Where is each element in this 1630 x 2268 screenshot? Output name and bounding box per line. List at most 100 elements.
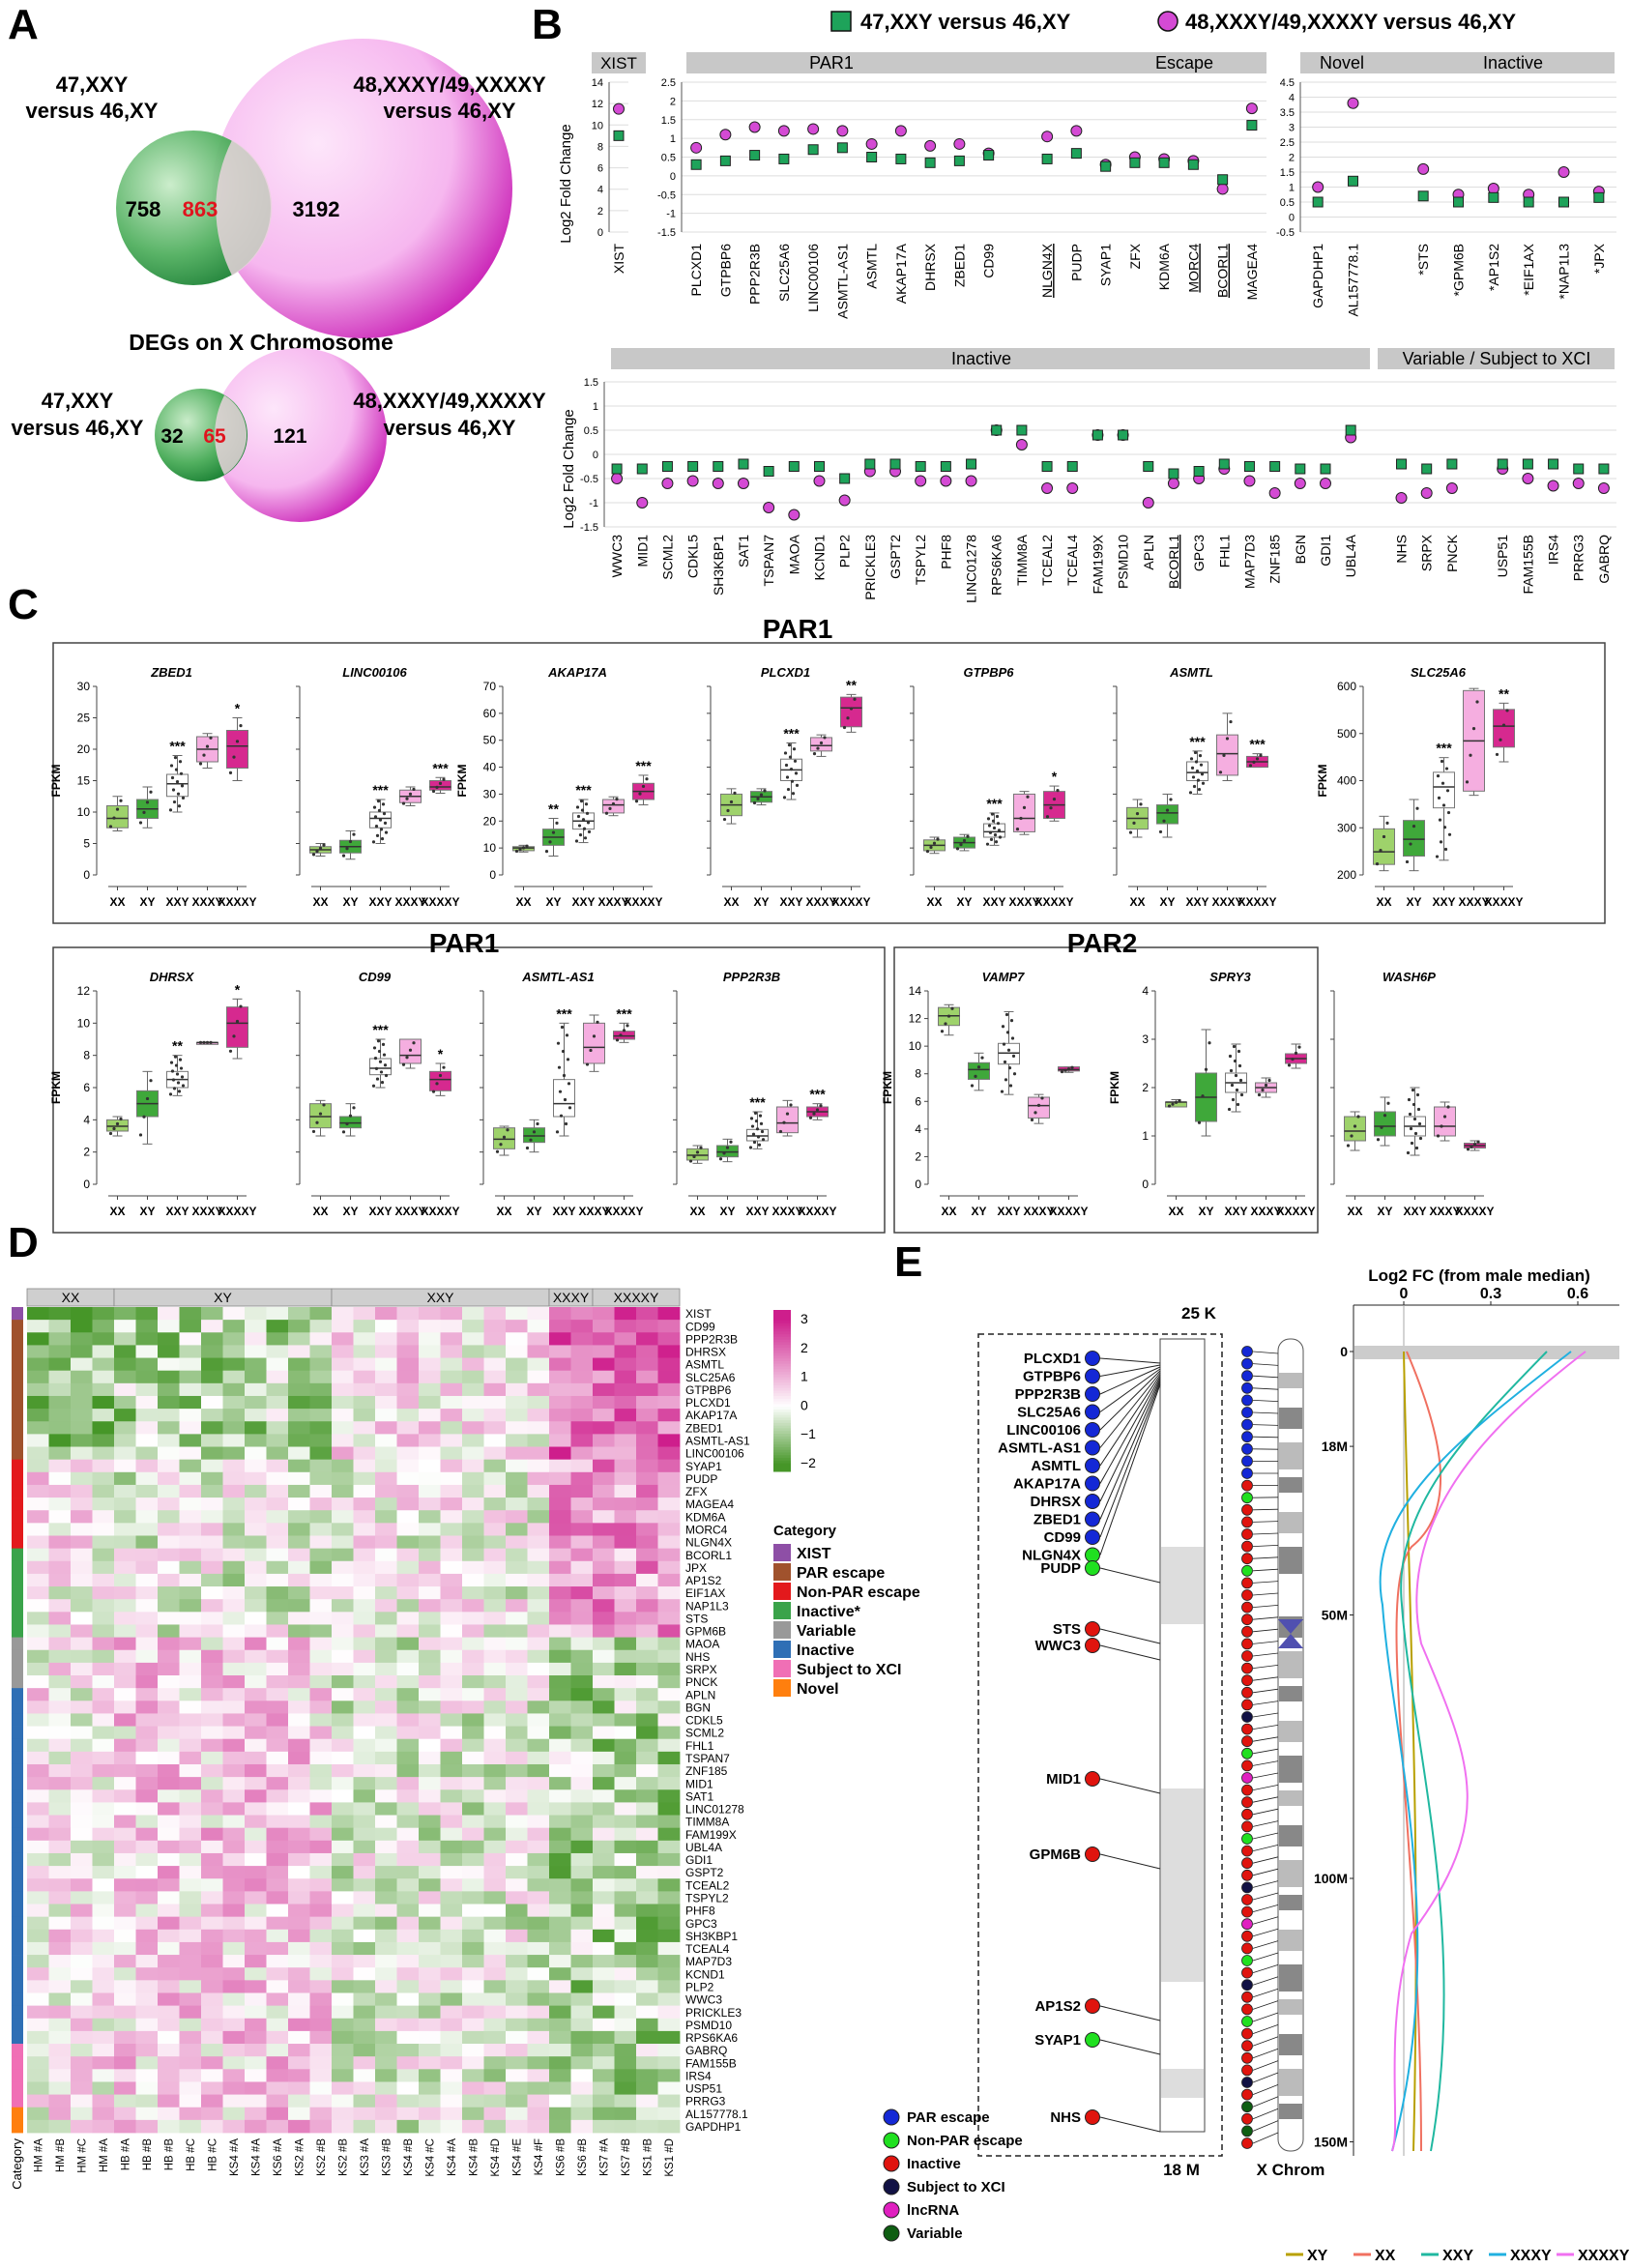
heatmap-cell <box>309 1434 333 1447</box>
heatmap-cell <box>135 1484 159 1498</box>
heatmap-cell <box>266 1840 289 1854</box>
data-point <box>315 850 319 854</box>
heatmap-cell <box>614 1395 637 1410</box>
heatmap-cell <box>222 1941 246 1956</box>
heatmap-cell <box>71 1992 93 2007</box>
data-point <box>991 819 996 823</box>
point-s1 <box>895 153 907 164</box>
heatmap-cell <box>309 1649 333 1664</box>
heatmap-cell <box>636 1560 658 1575</box>
heatmap-cell <box>245 1992 267 2007</box>
heatmap-cell <box>614 2069 637 2082</box>
heatmap-cell <box>92 1434 115 1447</box>
heatmap-cell <box>570 1459 594 1473</box>
data-point <box>823 736 827 740</box>
heatmap-cell <box>636 2030 658 2045</box>
heatmap-cell <box>71 1459 93 1473</box>
point-s2 <box>788 509 800 521</box>
data-point <box>752 1140 757 1145</box>
heatmap-cell <box>614 1599 637 1613</box>
heatmap-cell <box>375 1929 397 1943</box>
heatmap-cell <box>419 1421 441 1435</box>
chrom-gene-dot <box>1241 2003 1253 2016</box>
y-tick-label: 20 <box>77 742 91 756</box>
heatmap-cell <box>527 1726 550 1740</box>
heatmap-cell <box>179 1840 202 1854</box>
heatmap-cell <box>506 1459 528 1473</box>
box <box>1434 1106 1456 1137</box>
heatmap-cell <box>92 1421 115 1435</box>
heatmap-row-label: PNCK <box>685 1675 717 1689</box>
heatmap-cell <box>549 1497 571 1511</box>
heatmap-cell <box>158 1929 180 1943</box>
heatmap-cell <box>201 2005 223 2020</box>
heatmap-cell <box>201 1484 223 1498</box>
legend-marker <box>883 2155 900 2172</box>
heatmap-cell <box>309 1357 333 1372</box>
heatmap-cell <box>570 1904 594 1918</box>
category-strip-cell <box>12 1320 23 1333</box>
data-point <box>974 1074 977 1078</box>
heatmap-cell <box>396 1357 420 1372</box>
heatmap-cell <box>593 1840 615 1854</box>
data-point <box>341 854 346 858</box>
gene-label: SLC25A6 <box>1017 1405 1081 1421</box>
x-tick-label: XXXY <box>597 895 628 909</box>
venn2-left-count: 32 <box>160 425 183 448</box>
category-strip-cell <box>12 2069 23 2082</box>
chrom-gene-dot <box>1241 1589 1253 1601</box>
heatmap-cell <box>636 1446 658 1461</box>
chromosome-band <box>1279 1373 1302 1388</box>
heatmap-cell <box>71 1738 93 1753</box>
heatmap-cell <box>288 1827 310 1842</box>
heatmap-cell <box>71 1967 93 1981</box>
gene-label: TCEAL2 <box>1039 535 1055 586</box>
heatmap-cell <box>27 1878 49 1892</box>
point-s2 <box>894 125 907 137</box>
line-legend-label: XX <box>1375 2248 1396 2264</box>
heatmap-cell <box>135 1904 159 1918</box>
heatmap-cell <box>179 1891 202 1905</box>
heatmap-cell <box>636 2081 658 2095</box>
heatmap-cell <box>92 1345 115 1358</box>
heatmap-cell <box>27 2081 49 2095</box>
heatmap-cell <box>92 1357 115 1372</box>
heatmap-cell <box>614 1852 637 1867</box>
data-point <box>1442 1115 1447 1119</box>
color-scale-step <box>773 1331 791 1335</box>
data-point <box>970 1084 975 1088</box>
heatmap-cell <box>375 1370 397 1384</box>
data-point <box>442 777 446 781</box>
heatmap-cell <box>462 1370 484 1384</box>
heatmap-cell <box>419 1967 441 1981</box>
heatmap-cell <box>309 2005 333 2020</box>
heatmap-cell <box>375 1891 397 1905</box>
heatmap-cell <box>179 1612 202 1625</box>
heatmap-cell <box>506 1523 528 1536</box>
x-tick-label: XXXY <box>1429 1205 1460 1218</box>
data-point <box>946 1014 951 1018</box>
heatmap-cell <box>353 1713 376 1727</box>
heatmap-cell <box>527 1535 550 1550</box>
color-scale-step <box>773 1310 791 1314</box>
heatmap-cell <box>549 1751 571 1765</box>
heatmap-cell <box>353 1370 376 1384</box>
heatmap-cell <box>462 1307 484 1321</box>
x-tick-label: XXXXY <box>218 895 256 909</box>
data-point <box>812 752 817 756</box>
heatmap-cell <box>440 1891 463 1905</box>
heatmap-cell <box>288 1560 310 1575</box>
heatmap-cell <box>92 1599 115 1613</box>
gene-label: MAOA <box>786 534 801 574</box>
heatmap-row-label: GPM6B <box>685 1625 726 1639</box>
heatmap-cell <box>549 1624 571 1638</box>
heatmap-cell <box>614 1789 637 1803</box>
heatmap-cell <box>48 1307 72 1321</box>
y-axis-label: FPKM <box>455 765 469 798</box>
heatmap-cell <box>527 2094 550 2108</box>
heatmap-cell <box>222 2044 246 2057</box>
heatmap-cell <box>288 1866 310 1879</box>
heatmap-cell <box>222 1332 246 1346</box>
heatmap-cell <box>332 1726 354 1740</box>
data-point <box>198 1040 203 1044</box>
